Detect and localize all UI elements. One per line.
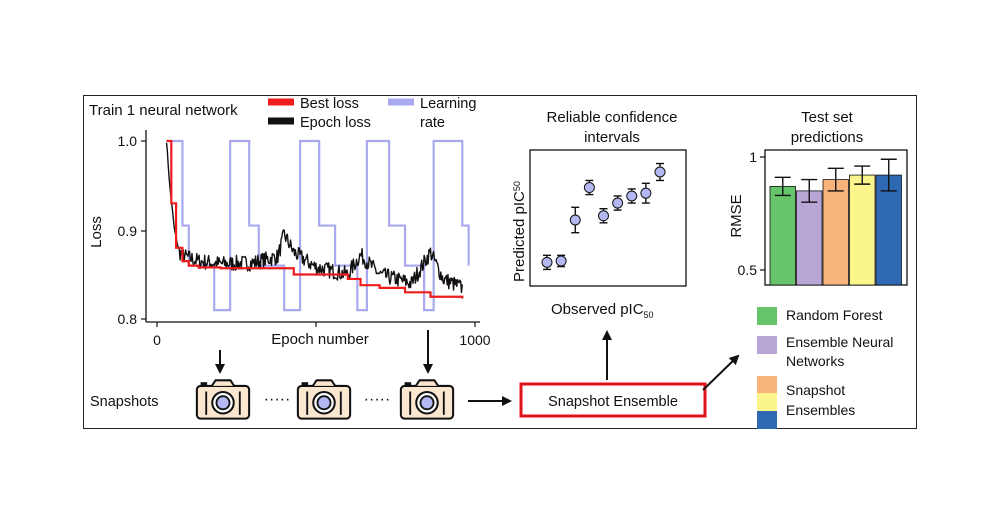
learning-rate-legend-label-2: rate xyxy=(420,115,445,131)
snapshot-ensemble-box xyxy=(519,382,707,418)
legend-label-snapshot-1: Snapshot xyxy=(786,382,845,398)
legend-swatch-snapshot-2 xyxy=(757,393,777,411)
bar-title-line1: Test set xyxy=(801,109,854,126)
bar-series xyxy=(769,158,902,286)
legend-swatch-snapshot-1 xyxy=(757,376,777,393)
train-x-axis-label: Epoch number xyxy=(271,331,369,348)
bar xyxy=(875,174,902,286)
scatter-point xyxy=(555,255,567,267)
scatter-title-line1: Reliable confidence xyxy=(547,109,678,126)
legend-swatch-snapshot-3 xyxy=(757,411,777,429)
train-x-tick-label: 0 xyxy=(153,332,161,348)
scatter-point xyxy=(583,182,595,194)
bar xyxy=(849,174,876,286)
scatter-plot-box xyxy=(529,149,687,287)
bar-title-line2: predictions xyxy=(791,129,864,146)
legend-swatch-random-forest xyxy=(757,307,777,325)
scatter-y-axis-label: Predicted pIC50 xyxy=(511,181,528,282)
legend-swatch-ensemble-nn xyxy=(757,336,777,354)
camera-icon xyxy=(399,379,455,420)
bar-y-tick-label: 1 xyxy=(749,149,757,165)
snapshots-label: Snapshots xyxy=(90,394,159,410)
scatter-points xyxy=(541,162,666,271)
scatter-point xyxy=(569,214,581,226)
bar-y-tick-label: 0.5 xyxy=(738,262,758,278)
to-bar-arrow xyxy=(702,354,740,391)
bar xyxy=(769,185,796,286)
bar-y-axis-label: RMSE xyxy=(728,194,745,237)
train-panel-title: Train 1 neural network xyxy=(89,102,238,119)
train-x-tick-label: 1000 xyxy=(459,332,490,348)
legend-label-random-forest: Random Forest xyxy=(786,307,883,323)
snapshot-ensemble-label: Snapshot Ensemble xyxy=(548,394,678,410)
train-y-tick-label: 0.8 xyxy=(118,311,138,327)
ellipsis-dots: ····· xyxy=(264,391,291,408)
scatter-point xyxy=(654,166,666,178)
legend-label-ensemble-nn-1: Ensemble Neural xyxy=(786,334,893,350)
ellipsis-dots: ····· xyxy=(364,391,391,408)
legend-label-snapshot-2: Ensembles xyxy=(786,402,855,418)
scatter-point xyxy=(626,190,638,202)
scatter-point xyxy=(541,256,553,268)
bar xyxy=(796,190,823,286)
scatter-point xyxy=(598,210,609,222)
learning-rate-line xyxy=(166,139,470,312)
epoch-loss-legend-label: Epoch loss xyxy=(300,115,371,131)
scatter-x-axis-label: Observed pIC50 xyxy=(551,301,654,320)
camera-icon xyxy=(195,379,251,420)
train-y-axis-label: Loss xyxy=(88,216,105,248)
scatter-point xyxy=(612,197,624,209)
camera-icon xyxy=(296,379,352,420)
learning-rate-legend-label-1: Learning xyxy=(420,96,476,112)
train-y-tick-label: 0.9 xyxy=(118,223,138,239)
bar xyxy=(822,179,849,286)
train-y-tick-label: 1.0 xyxy=(118,133,138,149)
scatter-point xyxy=(640,187,652,199)
best-loss-line xyxy=(166,139,464,299)
legend-label-ensemble-nn-2: Networks xyxy=(786,353,844,369)
epoch-loss-line xyxy=(165,142,463,294)
scatter-title-line2: intervals xyxy=(584,129,640,146)
best-loss-legend-label: Best loss xyxy=(300,96,359,112)
